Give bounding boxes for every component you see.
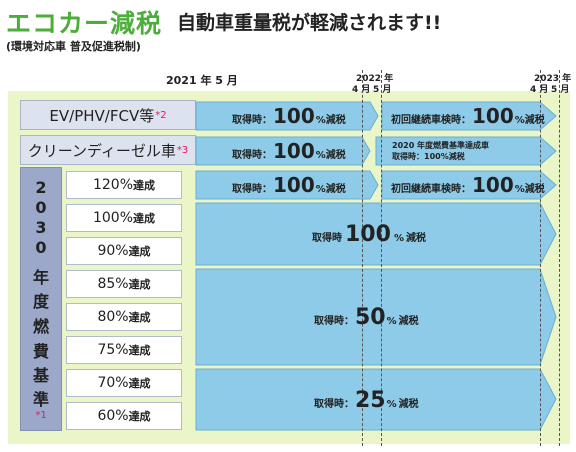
row-label-clean-text: クリーンディーゼル車: [27, 141, 176, 160]
achievement-60: 60% 達成: [66, 402, 182, 430]
timeline-2023: 2023 年: [534, 74, 572, 84]
achievement-value: 80%: [97, 309, 129, 325]
side-char: 度: [32, 292, 49, 311]
bar-ev-renewal: [381, 101, 557, 131]
timeline-2022-may: 5 月: [373, 85, 392, 95]
group-50-text: 取得時： 50% 減税: [314, 305, 419, 330]
side-char: 燃: [32, 317, 49, 336]
clean-note: 2020 年度燃費基準達成車 取得時：100%減税: [392, 141, 490, 161]
r120-renew-text: 初回継続車検時： 100% 減税: [391, 173, 545, 197]
achievement-suffix: 達成: [128, 344, 151, 357]
achievement-suffix: 達成: [133, 212, 156, 225]
ev-renew-text: 初回継続車検時： 100% 減税: [391, 104, 545, 128]
achievement-100: 100% 達成: [66, 204, 182, 232]
ev-acq-text: 取得時： 100% 減税: [232, 104, 346, 128]
row-label-ev: EV/PHV/FCV等 *2: [20, 100, 196, 130]
achievement-value: 75%: [97, 342, 129, 358]
side-char: 2: [35, 178, 47, 197]
achievement-suffix: 達成: [128, 245, 151, 258]
timeline-line-2022-apr: [362, 70, 363, 446]
group-100-text: 取得時 100% 減税: [312, 222, 426, 247]
bar-120-renewal: [381, 170, 557, 200]
achievement-suffix: 達成: [128, 278, 151, 291]
achievement-80: 80% 達成: [66, 303, 182, 331]
subtitle: (環境対応車 普及促進税制): [6, 40, 141, 53]
bar-25-group: [195, 368, 557, 431]
bar-clean-note: [375, 136, 557, 166]
bar-50-group: [195, 268, 557, 366]
timeline-2023-may: 5 月: [551, 85, 570, 95]
side-char: 0: [35, 198, 47, 217]
bar-100-group: [195, 202, 557, 266]
side-char: 年: [32, 268, 49, 287]
achievement-90: 90% 達成: [66, 237, 182, 265]
clean-acq-text: 取得時： 100% 減税: [232, 139, 346, 163]
group-25-text: 取得時： 25% 減税: [314, 388, 419, 413]
achievement-120: 120% 達成: [66, 171, 182, 199]
achievement-value: 70%: [97, 375, 129, 391]
timeline-2023-apr: 4 月: [530, 85, 549, 95]
side-char: 費: [32, 342, 49, 361]
achievement-70: 70% 達成: [66, 369, 182, 397]
achievement-suffix: 達成: [133, 179, 156, 192]
brand-title: エコカー減税: [6, 9, 163, 38]
r120-acq-text: 取得時： 100% 減税: [232, 173, 346, 197]
timeline-2022-apr: 4 月: [352, 85, 371, 95]
fuel-standard-column: [20, 167, 62, 431]
side-char: 3: [35, 218, 47, 237]
side-char: 基: [32, 366, 49, 385]
achievement-suffix: 達成: [128, 377, 151, 390]
bar-ev-acquisition: [195, 101, 379, 131]
side-char: 0: [35, 238, 47, 257]
achievement-85: 85% 達成: [66, 270, 182, 298]
headline: 自動車重量税が軽減されます!!: [177, 12, 442, 34]
achievement-value: 90%: [97, 243, 129, 259]
bar-clean-acquisition: [195, 136, 371, 166]
timeline-line-2023-may: [559, 70, 560, 446]
timeline-line-2022-may: [381, 70, 382, 446]
achievement-value: 85%: [97, 276, 129, 292]
row-label-ev-text: EV/PHV/FCV等: [49, 106, 155, 125]
achievement-value: 120%: [92, 177, 134, 193]
achievement-75: 75% 達成: [66, 336, 182, 364]
achievement-value: 100%: [92, 210, 134, 226]
timeline-start: 2021 年 5 月: [166, 74, 238, 87]
row-label-clean-note: *3: [176, 144, 189, 156]
bar-120-acquisition: [195, 170, 379, 200]
side-note: *1: [35, 410, 47, 421]
achievement-value: 60%: [97, 408, 129, 424]
timeline-2022: 2022 年: [356, 74, 394, 84]
achievement-suffix: 達成: [128, 410, 151, 423]
row-label-ev-note: *2: [155, 109, 167, 121]
achievement-suffix: 達成: [128, 311, 151, 324]
side-char: 準: [32, 390, 49, 409]
timeline-line-2023-apr: [540, 70, 541, 446]
